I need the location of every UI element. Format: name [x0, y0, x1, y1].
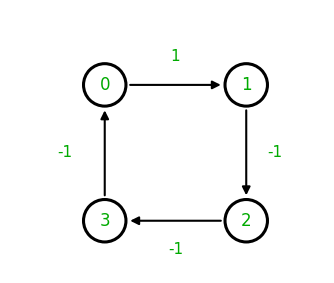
- Text: 1: 1: [241, 76, 252, 94]
- Text: 0: 0: [100, 76, 110, 94]
- Text: -1: -1: [57, 145, 73, 160]
- Circle shape: [84, 64, 126, 106]
- Text: 2: 2: [241, 212, 252, 230]
- Circle shape: [225, 200, 268, 242]
- Text: 3: 3: [100, 212, 110, 230]
- Text: 1: 1: [171, 49, 180, 64]
- Text: -1: -1: [168, 241, 183, 257]
- Circle shape: [225, 64, 268, 106]
- Text: -1: -1: [267, 145, 282, 160]
- Circle shape: [84, 200, 126, 242]
